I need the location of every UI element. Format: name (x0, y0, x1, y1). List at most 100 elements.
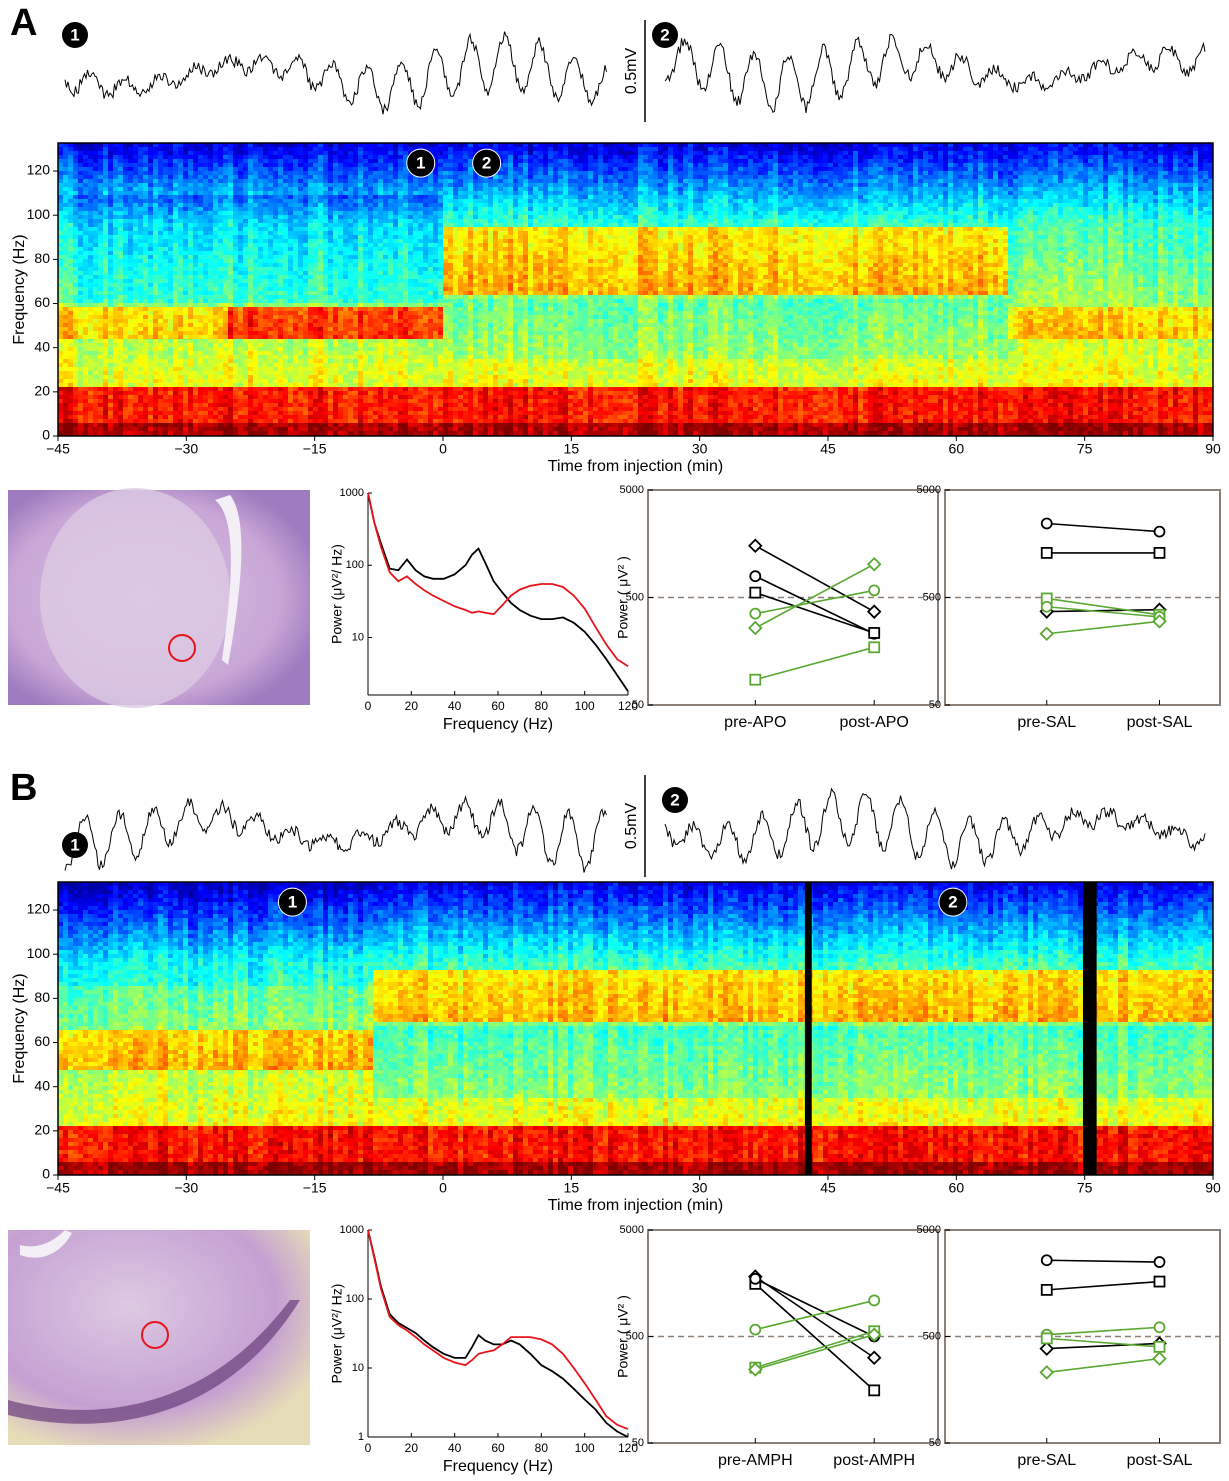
spectrogram-cell (93, 423, 99, 428)
spectrogram-cell (103, 207, 109, 212)
spectrogram-cell (108, 327, 114, 332)
spectrogram-cell (58, 151, 64, 156)
spectrogram-cell (118, 303, 124, 308)
spectrogram-cell (133, 231, 139, 236)
spectrogram-cell (58, 395, 64, 400)
spectrogram-cell (68, 319, 74, 324)
spectrogram-cell (58, 347, 64, 352)
spectrogram-cell (133, 251, 139, 256)
spectrogram-cell (108, 323, 114, 328)
spectrogram-cell (133, 403, 139, 408)
spectrogram-cell (128, 207, 134, 212)
spectrogram-cell (143, 419, 149, 424)
spectrogram-cell (78, 243, 84, 248)
spectrogram-cell (138, 147, 144, 152)
spectrogram-cell (58, 291, 64, 296)
spectrogram-cell (118, 351, 124, 356)
spectrogram-cell (118, 251, 124, 256)
spectrogram-cell (83, 351, 89, 356)
spectrogram-cell (103, 155, 109, 160)
spectrogram-cell (88, 175, 94, 180)
spectrogram-cell (88, 359, 94, 364)
spectrogram-cell (93, 379, 99, 384)
spectrogram-cell (78, 299, 84, 304)
spectrogram-cell (78, 167, 84, 172)
spectrogram-cell (108, 307, 114, 312)
spectrogram-cell (93, 227, 99, 232)
spectrogram-cell (98, 211, 104, 216)
spectrogram-cell (83, 155, 89, 160)
spectrogram-cell (143, 307, 149, 312)
spectrogram-cell (128, 299, 134, 304)
spectrogram-cell (123, 391, 129, 396)
spectrogram-cell (133, 235, 139, 240)
spectrogram-cell (58, 255, 64, 260)
spectrogram-cell (143, 235, 149, 240)
spectrogram-cell (73, 359, 79, 364)
spectrogram-cell (133, 347, 139, 352)
spectrogram-cell (118, 151, 124, 156)
spectrogram-cell (63, 167, 69, 172)
spectrogram-cell (78, 339, 84, 344)
spectrogram-cell (103, 167, 109, 172)
spectrogram-cell (128, 315, 134, 320)
spectrogram-cell (123, 223, 129, 228)
spectrogram-cell (123, 323, 129, 328)
spectrogram-cell (123, 155, 129, 160)
spectrogram-cell (128, 275, 134, 280)
spectrogram-cell (78, 303, 84, 308)
spectrogram-cell (58, 247, 64, 252)
spectrogram-cell (98, 427, 104, 432)
spectrogram-cell (108, 403, 114, 408)
spectrogram-cell (138, 303, 144, 308)
spectrogram-cell (83, 283, 89, 288)
spectrogram-cell (113, 179, 119, 184)
spectrogram-cell (88, 387, 94, 392)
spectrogram-cell (118, 331, 124, 336)
spectrogram-cell (88, 371, 94, 376)
spectrogram-cell (98, 347, 104, 352)
spectrogram-cell (63, 343, 69, 348)
spectrogram-cell (58, 391, 64, 396)
spectrogram-cell (93, 387, 99, 392)
spectrogram-cell (68, 355, 74, 360)
spectrogram-cell (103, 347, 109, 352)
spectrogram-cell (58, 331, 64, 336)
spectrogram-cell (93, 147, 99, 152)
spectrogram-cell (133, 187, 139, 192)
spectrogram-cell (138, 423, 144, 428)
spectrogram-cell (63, 375, 69, 380)
spectrogram-cell (143, 335, 149, 340)
spectrogram-cell (83, 255, 89, 260)
spectrogram-cell (123, 175, 129, 180)
spectrogram-cell (113, 159, 119, 164)
spectrogram-cell (88, 227, 94, 232)
spectrogram-cell (58, 251, 64, 256)
spectrogram-cell (113, 315, 119, 320)
spectrogram-cell (103, 303, 109, 308)
spectrogram-cell (98, 167, 104, 172)
spectrogram-cell (98, 355, 104, 360)
spectrogram-cell (93, 243, 99, 248)
spectrogram-cell (93, 291, 99, 296)
spectrogram-cell (63, 279, 69, 284)
spectrogram-cell (118, 271, 124, 276)
spectrogram-cell (113, 375, 119, 380)
spectrogram-cell (148, 159, 154, 164)
spectrogram-cell (103, 183, 109, 188)
spectrogram-cell (83, 419, 89, 424)
spectrogram-cell (83, 347, 89, 352)
spectrogram-cell (123, 147, 129, 152)
spectrogram-cell (73, 219, 79, 224)
spectrogram-cell (88, 343, 94, 348)
spectrogram-cell (73, 155, 79, 160)
spectrogram-cell (73, 171, 79, 176)
spectrogram-cell (133, 263, 139, 268)
spectrogram-cell (138, 171, 144, 176)
spectrogram-cell (143, 219, 149, 224)
spectrogram-cell (103, 235, 109, 240)
spectrogram-cell (138, 259, 144, 264)
spectrogram-cell (113, 239, 119, 244)
spectrogram-cell (128, 179, 134, 184)
spectrogram-cell (68, 371, 74, 376)
